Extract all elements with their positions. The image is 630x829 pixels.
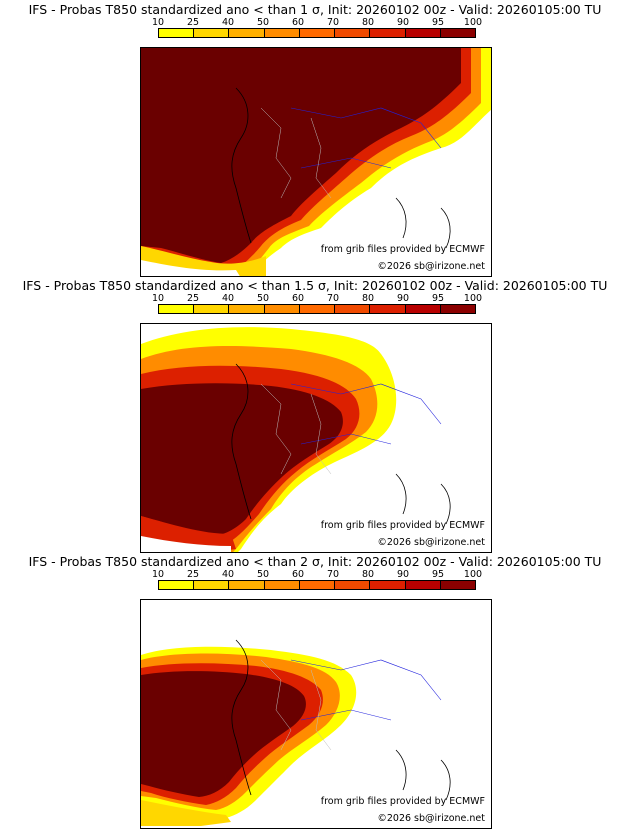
colorbar-tick: 25 — [186, 17, 200, 28]
colorbar-tick: 90 — [396, 17, 410, 28]
colorbar — [158, 580, 476, 590]
colorbar-swatch — [370, 581, 406, 589]
colorbar-swatch — [405, 29, 441, 37]
colorbar-swatch — [335, 581, 371, 589]
colorbar — [158, 304, 476, 314]
colorbar-swatch — [159, 305, 195, 313]
colorbar-tick: 25 — [186, 293, 200, 304]
colorbar-tick: 100 — [463, 293, 483, 304]
colorbar-swatch — [405, 581, 441, 589]
colorbar-swatch — [440, 581, 475, 589]
colorbar — [158, 28, 476, 38]
probability-map: from grib files provided by ECMWF ©2026 … — [140, 599, 492, 829]
colorbar-labels: 10 25 40 50 60 70 80 90 95 100 — [148, 17, 488, 28]
colorbar-tick: 50 — [256, 17, 270, 28]
colorbar-tick: 95 — [431, 17, 445, 28]
colorbar-swatch — [194, 305, 230, 313]
colorbar-tick: 70 — [326, 293, 340, 304]
colorbar-swatch — [159, 29, 195, 37]
colorbar-swatch — [440, 29, 475, 37]
map-canvas — [141, 600, 491, 828]
panel-title: IFS - Probas T850 standardized ano < tha… — [28, 2, 602, 17]
panel-title: IFS - Probas T850 standardized ano < tha… — [22, 278, 608, 293]
map-panel-3: IFS - Probas T850 standardized ano < tha… — [0, 552, 630, 829]
colorbar-swatch — [370, 305, 406, 313]
map-canvas — [141, 48, 491, 276]
colorbar-labels: 10 25 40 50 60 70 80 90 95 100 — [148, 569, 488, 580]
colorbar-tick: 50 — [256, 569, 270, 580]
colorbar-tick: 40 — [221, 17, 235, 28]
colorbar-swatch — [229, 29, 265, 37]
colorbar-tick: 60 — [291, 17, 305, 28]
colorbar-tick: 80 — [361, 293, 375, 304]
colorbar-tick: 100 — [463, 569, 483, 580]
map-panel-1: IFS - Probas T850 standardized ano < tha… — [0, 0, 630, 277]
colorbar-tick: 80 — [361, 17, 375, 28]
colorbar-swatch — [229, 581, 265, 589]
colorbar-tick: 25 — [186, 569, 200, 580]
colorbar-swatch — [194, 29, 230, 37]
colorbar-swatch — [159, 581, 195, 589]
colorbar-tick: 60 — [291, 569, 305, 580]
colorbar-tick: 60 — [291, 293, 305, 304]
colorbar-labels: 10 25 40 50 60 70 80 90 95 100 — [148, 293, 488, 304]
panel-title: IFS - Probas T850 standardized ano < tha… — [28, 554, 602, 569]
copyright-credit: ©2026 sb@irizone.net — [377, 813, 485, 824]
colorbar-swatch — [194, 581, 230, 589]
colorbar-swatch — [229, 305, 265, 313]
colorbar-tick: 50 — [256, 293, 270, 304]
colorbar-swatch — [405, 305, 441, 313]
data-source-credit: from grib files provided by ECMWF — [320, 796, 485, 807]
colorbar-swatch — [440, 305, 475, 313]
colorbar-tick: 70 — [326, 569, 340, 580]
colorbar-tick: 10 — [151, 17, 165, 28]
colorbar-tick: 80 — [361, 569, 375, 580]
colorbar-tick: 10 — [151, 569, 165, 580]
colorbar-tick: 40 — [221, 293, 235, 304]
probability-map: from grib files provided by ECMWF ©2026 … — [140, 323, 492, 553]
colorbar-swatch — [264, 581, 300, 589]
colorbar-tick: 95 — [431, 293, 445, 304]
colorbar-tick: 90 — [396, 293, 410, 304]
colorbar-tick: 100 — [463, 17, 483, 28]
copyright-credit: ©2026 sb@irizone.net — [377, 261, 485, 272]
colorbar-tick: 90 — [396, 569, 410, 580]
data-source-credit: from grib files provided by ECMWF — [320, 520, 485, 531]
probability-map: from grib files provided by ECMWF ©2026 … — [140, 47, 492, 277]
colorbar-swatch — [264, 29, 300, 37]
colorbar-swatch — [370, 29, 406, 37]
colorbar-tick: 95 — [431, 569, 445, 580]
colorbar-swatch — [264, 305, 300, 313]
colorbar-swatch — [299, 305, 336, 313]
colorbar-swatch — [299, 29, 336, 37]
colorbar-tick: 70 — [326, 17, 340, 28]
colorbar-tick: 10 — [151, 293, 165, 304]
copyright-credit: ©2026 sb@irizone.net — [377, 537, 485, 548]
colorbar-swatch — [335, 305, 371, 313]
colorbar-tick: 40 — [221, 569, 235, 580]
map-panel-2: IFS - Probas T850 standardized ano < tha… — [0, 276, 630, 553]
colorbar-swatch — [335, 29, 371, 37]
data-source-credit: from grib files provided by ECMWF — [320, 244, 485, 255]
colorbar-swatch — [299, 581, 336, 589]
map-canvas — [141, 324, 491, 552]
